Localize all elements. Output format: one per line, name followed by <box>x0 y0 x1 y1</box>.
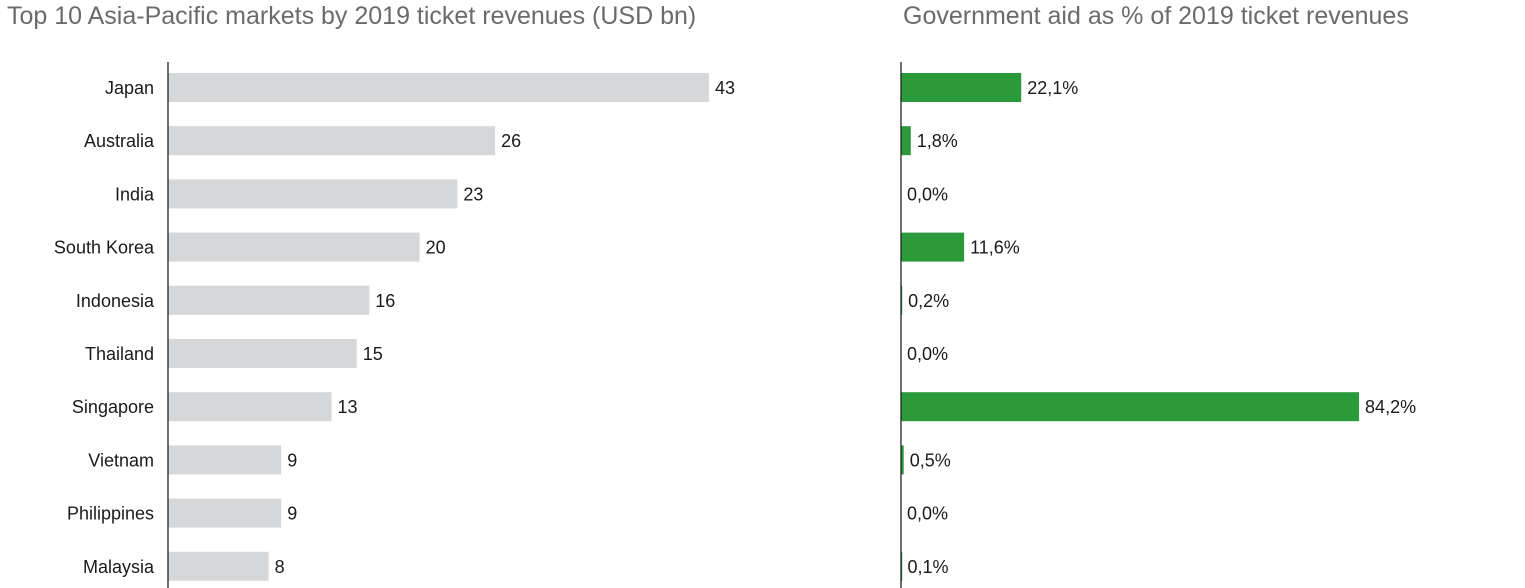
category-label-philippines: Philippines <box>67 504 154 524</box>
bar-aid-south-korea <box>901 232 965 262</box>
category-label-india: India <box>115 184 155 204</box>
data-label-aid-australia: 1,8% <box>917 131 958 151</box>
bar-aid-australia <box>901 126 911 156</box>
chart-title-government-aid: Government aid as % of 2019 ticket reven… <box>903 2 1409 30</box>
category-label-singapore: Singapore <box>72 397 154 417</box>
data-label-revenue-thailand: 15 <box>363 344 383 364</box>
bar-revenue-australia <box>168 126 496 156</box>
data-label-revenue-south-korea: 20 <box>426 238 446 258</box>
data-label-aid-india: 0,0% <box>907 184 948 204</box>
data-label-revenue-japan: 43 <box>715 78 735 98</box>
data-label-aid-singapore: 84,2% <box>1365 397 1416 417</box>
category-label-thailand: Thailand <box>85 344 154 364</box>
bar-revenue-singapore <box>168 392 332 422</box>
data-label-revenue-malaysia: 8 <box>275 557 285 577</box>
data-label-revenue-india: 23 <box>463 184 483 204</box>
data-label-revenue-vietnam: 9 <box>287 450 297 470</box>
category-label-malaysia: Malaysia <box>83 557 155 577</box>
data-label-aid-thailand: 0,0% <box>907 344 948 364</box>
bar-aid-vietnam <box>901 445 904 475</box>
data-label-aid-vietnam: 0,5% <box>910 450 951 470</box>
chart-title-revenues: Top 10 Asia-Pacific markets by 2019 tick… <box>7 2 697 30</box>
data-label-aid-malaysia: 0,1% <box>908 557 949 577</box>
bar-revenue-south-korea <box>168 232 420 262</box>
chart-panel-aid: 22,1% 1,8% 0,0% 11,6% 0,2% 0,0% 84,2% 0,5% 0,0% 0… <box>900 62 1416 588</box>
category-label-australia: Australia <box>84 131 155 151</box>
category-label-indonesia: Indonesia <box>76 291 155 311</box>
data-label-aid-south-korea: 11,6% <box>970 238 1020 258</box>
category-label-south-korea: South Korea <box>54 238 155 258</box>
bar-revenue-vietnam <box>168 445 282 475</box>
bar-aid-japan <box>901 73 1022 102</box>
bar-revenue-thailand <box>168 339 357 368</box>
data-label-revenue-indonesia: 16 <box>375 291 395 311</box>
data-label-aid-indonesia: 0,2% <box>908 291 949 311</box>
bar-revenue-philippines <box>168 498 282 528</box>
bar-revenue-japan <box>168 73 709 102</box>
bar-revenue-malaysia <box>168 551 269 581</box>
chart-panel-revenue: 43 Japan 26 Australia 23 India 20 South Korea 16… <box>54 62 735 588</box>
data-label-revenue-australia: 26 <box>501 131 521 151</box>
bar-revenue-indonesia <box>168 285 370 315</box>
data-label-aid-japan: 22,1% <box>1027 78 1078 98</box>
bar-revenue-india <box>168 179 458 209</box>
category-label-japan: Japan <box>105 78 154 98</box>
data-label-revenue-philippines: 9 <box>287 504 297 524</box>
data-label-revenue-singapore: 13 <box>338 397 358 417</box>
data-label-aid-philippines: 0,0% <box>907 504 948 524</box>
category-label-vietnam: Vietnam <box>88 450 154 470</box>
bar-aid-singapore <box>901 392 1360 422</box>
